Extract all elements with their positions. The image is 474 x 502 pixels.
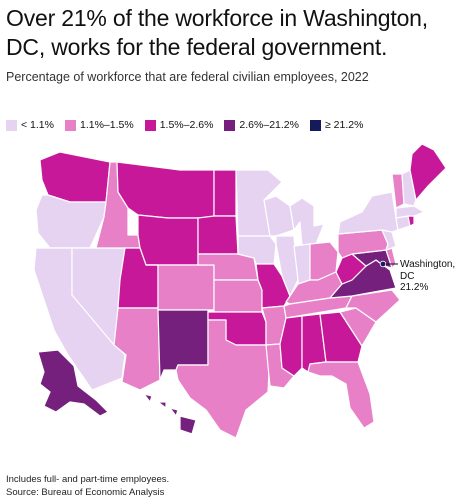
legend-swatch	[6, 119, 17, 131]
state-ME	[409, 143, 447, 201]
legend-item-2-6-to-21-2: 2.6%–21.2%	[224, 119, 299, 131]
state-WI	[263, 195, 295, 237]
state-OR	[35, 194, 107, 249]
state-MA	[395, 205, 425, 219]
state-TX	[175, 319, 271, 439]
legend-label: 1.1%–1.5%	[79, 119, 134, 131]
state-MI	[289, 197, 325, 247]
legend-item-1-5-to-2-6: 1.5%–2.6%	[144, 119, 214, 131]
state-NY	[337, 191, 399, 235]
dc-callout-label: Washington, DC 21.2%	[400, 259, 456, 293]
legend-swatch	[309, 119, 321, 131]
legend-swatch	[64, 119, 76, 131]
state-SD	[197, 215, 239, 255]
legend-swatch	[224, 119, 236, 131]
state-WY	[137, 214, 199, 266]
state-ND	[213, 169, 237, 217]
legend-swatch	[144, 119, 156, 131]
source-note: Source: Bureau of Economic Analysis	[6, 487, 165, 498]
legend-item-gte-21-2: ≥ 21.2%	[309, 119, 364, 131]
legend-label: ≥ 21.2%	[324, 119, 364, 131]
state-GA	[319, 311, 363, 363]
legend-label: < 1.1%	[21, 119, 54, 131]
state-MT	[116, 161, 215, 219]
state-NH	[401, 169, 417, 207]
footnote: Includes full- and part-time employees.	[6, 474, 170, 485]
state-HI	[143, 393, 197, 435]
chart-title: Over 21% of the workforce in Washington,…	[6, 5, 428, 60]
map-legend: < 1.1% 1.1%–1.5% 1.5%–2.6% 2.6%–21.2% ≥ …	[6, 118, 374, 132]
chart-subtitle: Percentage of workforce that are federal…	[6, 70, 369, 84]
legend-label: 2.6%–21.2%	[239, 119, 299, 131]
legend-item-lt-1-1: < 1.1%	[6, 119, 54, 131]
us-choropleth-map	[0, 140, 474, 470]
legend-item-1-1-to-1-5: 1.1%–1.5%	[64, 119, 134, 131]
state-WA	[39, 151, 111, 203]
state-AK	[37, 349, 109, 417]
legend-label: 1.5%–2.6%	[159, 119, 214, 131]
state-FL	[307, 361, 375, 429]
state-KS	[213, 279, 263, 313]
state-DC	[379, 260, 387, 268]
